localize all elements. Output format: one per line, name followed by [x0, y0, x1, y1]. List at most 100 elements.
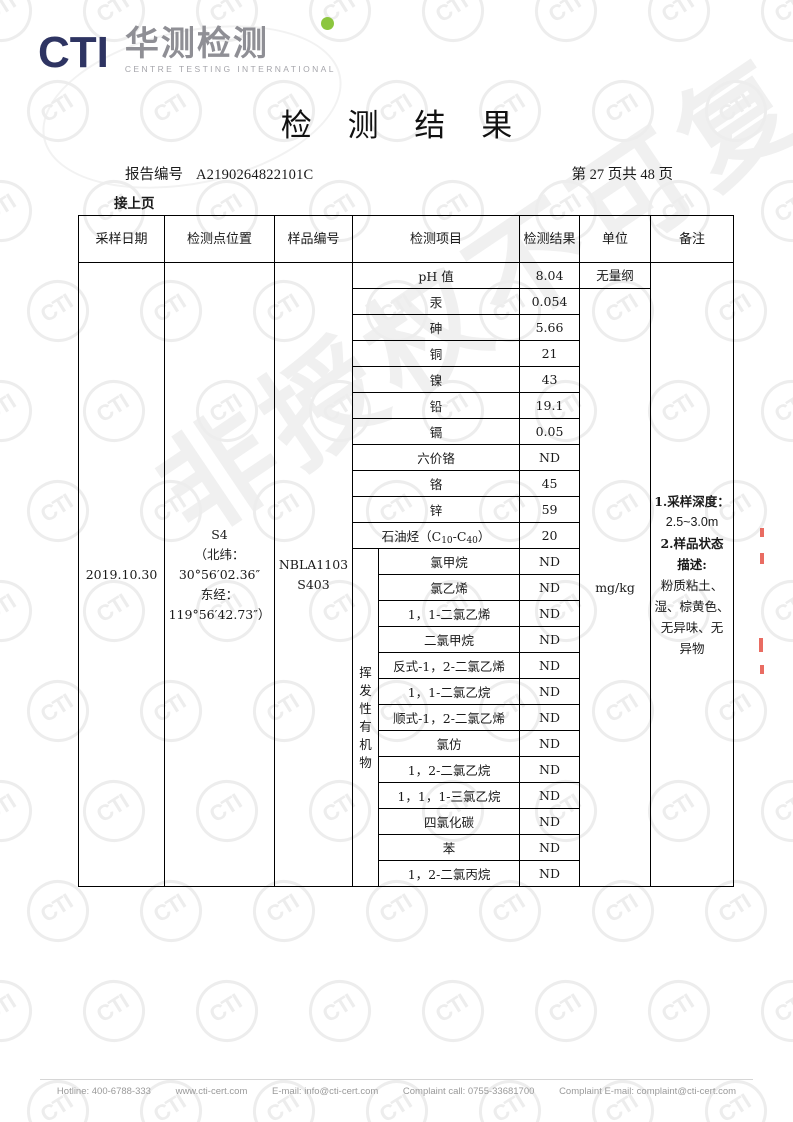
cell-result: ND — [519, 652, 581, 679]
cell-item: 反式-1，2-二氯乙烯 — [377, 652, 521, 679]
remark-line-3: 2.样品状态 — [660, 535, 724, 551]
voc-label-char-2: 发 — [359, 682, 372, 698]
cell-unit-dimensionless: 无量纲 — [579, 262, 652, 289]
th-test-item: 检测项目 — [351, 215, 521, 263]
cell-item: 二氯甲烷 — [377, 626, 521, 653]
th-remark: 备注 — [650, 215, 735, 263]
table-row: 铬 45 — [79, 470, 734, 497]
footer-divider — [40, 1079, 753, 1080]
location-line-4: 东经： — [200, 586, 239, 602]
sample-id-line-2: S403 — [297, 576, 330, 592]
footer-complaint-email[interactable]: Complaint E-mail: complaint@cti-cert.com — [559, 1086, 737, 1097]
cell-voc-group-label: 挥 发 性 有 机 物 — [352, 548, 379, 887]
table-body: 2019.10.30 S4 （北纬： 30°56′02.36″ 东经： 119°… — [78, 262, 735, 887]
cti-logo: CTI 华测检测 CENTRE TESTING INTERNATIONAL — [38, 17, 336, 77]
cell-result: ND — [519, 678, 581, 705]
footer-email[interactable]: E-mail: info@cti-cert.com — [272, 1086, 379, 1097]
cti-logo-english: CENTRE TESTING INTERNATIONAL — [124, 64, 336, 74]
cell-result: ND — [519, 704, 581, 731]
cell-item: 1，1，1-三氯乙烷 — [377, 782, 521, 809]
report-number-line: 报告编号 A2190264822101C — [125, 163, 313, 184]
table-row: 砷 5.66 — [79, 314, 734, 341]
logo-green-dot-icon — [320, 17, 334, 30]
page-title: 检 测 结 果 — [280, 108, 526, 144]
cell-result: 8.04 — [519, 262, 581, 289]
cell-item: 锌 — [351, 496, 521, 523]
remark-line-1: 1.采样深度： — [654, 493, 730, 509]
th-test-result: 检测结果 — [519, 215, 581, 263]
cell-item: 铜 — [351, 340, 521, 367]
cell-location: S4 （北纬： 30°56′02.36″ 东经： 119°56′42.73″） — [164, 262, 275, 887]
cell-result: ND — [519, 444, 581, 471]
voc-label-char-4: 有 — [359, 718, 372, 734]
table-row: 铅 19.1 — [79, 392, 734, 419]
location-line-1: S4 — [211, 526, 228, 542]
table-row: 1，2-二氯丙烷 ND — [79, 860, 734, 887]
cell-item: 铅 — [351, 392, 521, 419]
remark-line-8: 异物 — [679, 640, 705, 656]
voc-label-char-1: 挥 — [359, 664, 372, 680]
cell-item: 氯仿 — [377, 730, 521, 757]
cell-item: 四氯化碳 — [377, 808, 521, 835]
cell-item: 顺式-1，2-二氯乙烯 — [377, 704, 521, 731]
footer-website[interactable]: www.cti-cert.com — [175, 1086, 248, 1097]
cell-item: 1，1-二氯乙烷 — [377, 678, 521, 705]
footer: Hotline: 400-6788-333 www.cti-cert.com E… — [0, 1086, 793, 1097]
table-row: 氯仿 ND — [79, 730, 734, 757]
cell-item: 1，2-二氯乙烷 — [377, 756, 521, 783]
cell-result: 19.1 — [519, 392, 581, 419]
seal-bleed-mark — [759, 638, 763, 652]
report-number-label: 报告编号 — [125, 167, 183, 183]
cell-result: 5.66 — [519, 314, 581, 341]
th-unit: 单位 — [579, 215, 652, 263]
cell-result: 59 — [519, 496, 581, 523]
cell-item: 砷 — [351, 314, 521, 341]
table-row: 顺式-1，2-二氯乙烯 ND — [79, 704, 734, 731]
remark-line-6: 湿、棕黄色、 — [654, 598, 730, 614]
cti-logo-text: CTI — [38, 28, 109, 77]
cell-result: ND — [519, 756, 581, 783]
seal-bleed-mark — [760, 528, 764, 537]
voc-label-char-6: 物 — [359, 754, 372, 770]
table-row: 苯 ND — [79, 834, 734, 861]
cell-result: ND — [519, 730, 581, 757]
cell-item: 1，2-二氯丙烷 — [377, 860, 521, 887]
remark-line-2: 2.5~3.0m — [665, 514, 719, 529]
footer-hotline: Hotline: 400-6788-333 — [56, 1086, 151, 1097]
remark-line-4: 描述: — [677, 556, 707, 572]
table-row: 1，2-二氯乙烷 ND — [79, 756, 734, 783]
test-results-table: 采样日期 检测点位置 样品编号 检测项目 检测结果 单位 备注 2019.10.… — [78, 215, 735, 887]
page-number: 第 27 页共 48 页 — [571, 167, 674, 183]
cell-sample-id: NBLA1103 S403 — [274, 262, 353, 887]
cell-result: 45 — [519, 470, 581, 497]
table-row: 二氯甲烷 ND — [79, 626, 734, 653]
table-header-row: 采样日期 检测点位置 样品编号 检测项目 检测结果 单位 备注 — [78, 215, 735, 263]
cell-item: 1，1-二氯乙烯 — [377, 600, 521, 627]
table-row: 2019.10.30 S4 （北纬： 30°56′02.36″ 东经： 119°… — [78, 262, 735, 887]
cell-result: ND — [519, 548, 581, 575]
cell-result: 21 — [519, 340, 581, 367]
cell-result: ND — [519, 600, 581, 627]
table-row: 四氯化碳 ND — [79, 808, 734, 835]
remark-line-7: 无异味、无 — [660, 619, 724, 635]
cell-item-petroleum-hydrocarbon: 石油烃（C10-C40） — [351, 522, 521, 549]
cell-result: 0.054 — [519, 288, 581, 315]
seal-bleed-mark — [760, 665, 764, 674]
cell-result: 0.05 — [519, 418, 581, 445]
location-line-5: 119°56′42.73″） — [168, 606, 271, 622]
cell-result: ND — [519, 574, 581, 601]
voc-label-char-5: 机 — [359, 736, 372, 752]
th-location: 检测点位置 — [164, 215, 275, 263]
cell-item: 铬 — [351, 470, 521, 497]
sample-id-line-1: NBLA1103 — [278, 556, 349, 572]
th-sampling-date: 采样日期 — [78, 215, 165, 263]
remark-line-5: 粉质粘土、 — [660, 577, 724, 593]
table-row: 六价铬 ND — [79, 444, 734, 471]
cell-item: 苯 — [377, 834, 521, 861]
location-line-3: 30°56′02.36″ — [178, 566, 261, 582]
cell-item: 汞 — [351, 288, 521, 315]
report-number-value: A2190264822101C — [196, 167, 314, 183]
cell-item: 镍 — [351, 366, 521, 393]
table-row: 铜 21 — [79, 340, 734, 367]
voc-label-char-3: 性 — [359, 700, 372, 716]
